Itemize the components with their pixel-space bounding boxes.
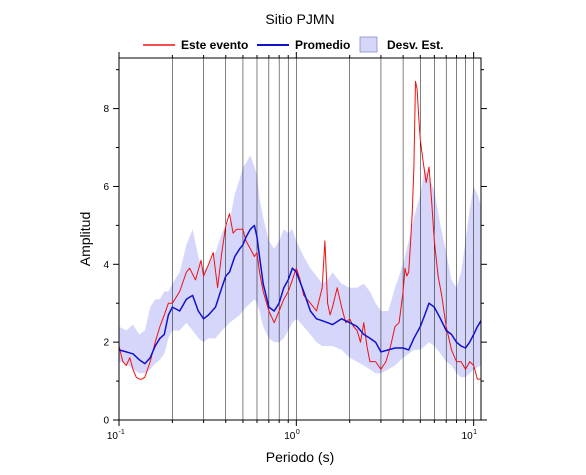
legend-desv-swatch xyxy=(359,36,378,53)
chart-title: Sitio PJMN xyxy=(265,11,334,27)
x-tick-exponent: 0 xyxy=(296,429,300,436)
std-dev-band-layer xyxy=(119,155,481,378)
std-dev-band xyxy=(119,155,481,378)
y-tick-label: 8 xyxy=(103,104,109,115)
y-tick-label: 4 xyxy=(103,260,109,271)
series-layer xyxy=(118,80,482,380)
x-tick-exponent: 1 xyxy=(473,429,477,436)
y-tick-label: 6 xyxy=(103,182,109,193)
legend-promedio-label: Promedio xyxy=(295,38,350,52)
x-tick-exponent: -1 xyxy=(119,429,125,436)
este-evento-line xyxy=(118,80,481,380)
legend: Este evento Promedio Desv. Est. xyxy=(143,36,443,53)
y-tick-label: 0 xyxy=(103,416,109,427)
promedio-line xyxy=(118,224,482,365)
x-tick-label: 10 xyxy=(107,431,119,442)
y-tick-label: 2 xyxy=(103,338,109,349)
grid-layer xyxy=(118,58,474,420)
legend-este-label: Este evento xyxy=(181,38,248,52)
x-axis-label: Periodo (s) xyxy=(266,449,334,465)
x-tick-label: 10 xyxy=(284,431,296,442)
plot-frame xyxy=(118,57,482,421)
legend-desv-label: Desv. Est. xyxy=(387,38,443,52)
x-tick-label: 10 xyxy=(462,431,474,442)
y-axis-label: Amplitud xyxy=(77,212,93,266)
